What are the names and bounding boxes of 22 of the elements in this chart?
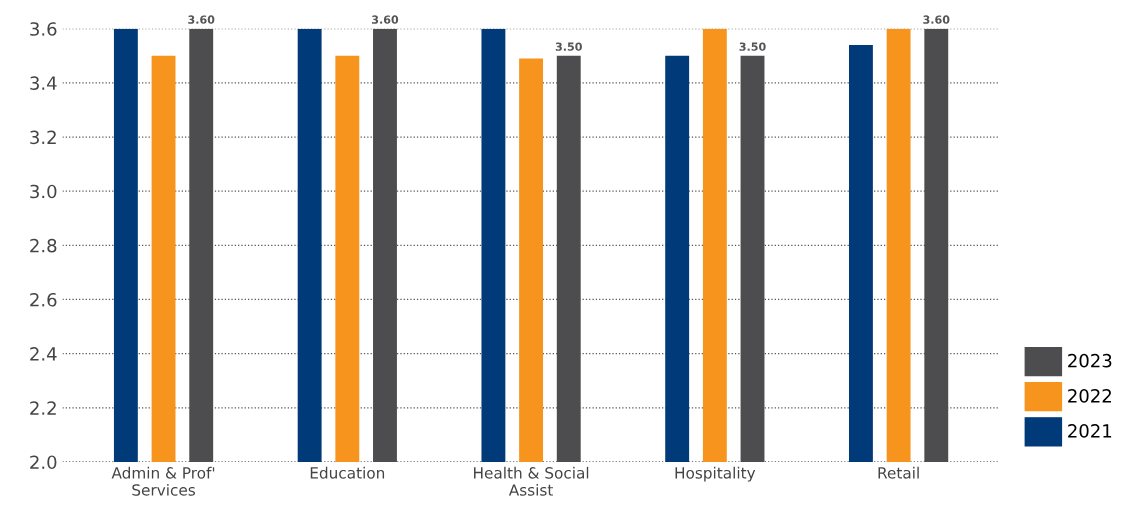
text: 2.4 <box>30 347 57 361</box>
data-label: 3.60 <box>188 15 215 24</box>
text: 2.2 <box>30 401 56 415</box>
text: 3.4 <box>30 76 57 90</box>
text: 3.2 <box>30 130 56 145</box>
data-label: 3.60 <box>923 15 950 24</box>
text: 2.0 <box>30 455 57 470</box>
text: 3.6 <box>30 22 57 36</box>
text: 3.0 <box>30 184 57 199</box>
x-tick-label: Education <box>310 466 385 479</box>
legend-label: 2021 <box>1068 424 1112 438</box>
data-label: 3.50 <box>739 42 766 51</box>
x-tick-label: Hospitality <box>675 466 756 482</box>
legend-label: 2023 <box>1068 353 1112 368</box>
text: 2.8 <box>30 238 57 253</box>
data-label: 3.60 <box>372 15 399 24</box>
data-label: 3.50 <box>555 42 582 51</box>
x-tick-label: Admin & Prof' Services <box>111 466 215 496</box>
x-tick-label: Retail <box>878 466 919 479</box>
x-tick-label: Health & Social Assist <box>474 466 589 496</box>
legend-label: 2022 <box>1068 388 1111 403</box>
text: 2.6 <box>30 292 57 307</box>
